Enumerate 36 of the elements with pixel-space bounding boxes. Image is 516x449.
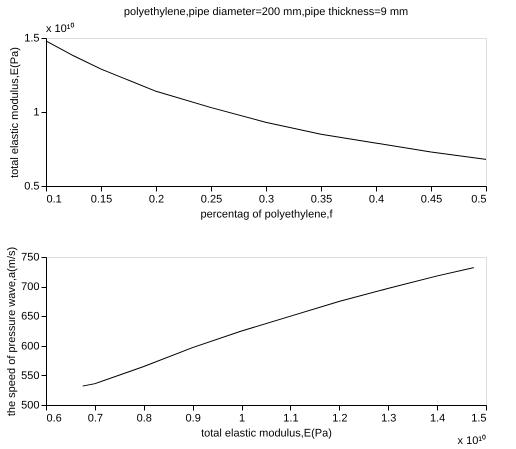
y-axis-title: the speed of pressure wave,a(m/s) xyxy=(6,246,18,416)
chart-title: polyethylene,pipe diameter=200 mm,pipe thickness=9 mm xyxy=(124,6,408,18)
x-tick-label: 0.2 xyxy=(148,194,164,206)
line-series xyxy=(82,267,474,387)
y-tick-label: 650 xyxy=(21,310,40,323)
x-tick-label: 0.7 xyxy=(88,412,104,424)
x-tick-label: 1 xyxy=(238,412,246,424)
y-tick-label: 500 xyxy=(21,400,40,412)
x-tick-label: 1.1 xyxy=(283,412,299,424)
y-tick-label: 550 xyxy=(21,370,40,382)
text: x 10¹⁰ xyxy=(46,22,74,35)
x-tick-label: 0.35 xyxy=(310,194,332,206)
x-tick-label: 0.6 xyxy=(46,412,62,424)
x-tick-label: 0.3 xyxy=(258,194,274,206)
x-tick-label: 0.25 xyxy=(200,194,222,206)
x-tick-label: 0.1 xyxy=(46,194,62,206)
x-tick-label: 1.5 xyxy=(471,412,486,424)
text: x 10¹⁰ xyxy=(458,434,486,447)
x-tick-label: 1.2 xyxy=(332,412,348,424)
y-tick-label: 1.5 xyxy=(24,32,40,44)
x-axis-title: percentag of polyethylene,f xyxy=(200,208,334,220)
x-tick-label: 1.3 xyxy=(381,412,396,424)
x-tick-label: 0.9 xyxy=(186,412,201,424)
y-tick-label: 600 xyxy=(21,340,40,352)
y-tick-label: 1 xyxy=(33,106,40,118)
x-tick-label: 0.4 xyxy=(368,194,384,206)
x-tick-label: 1.4 xyxy=(430,412,446,424)
x-tick-label: 0.5 xyxy=(471,194,486,206)
x-tick-label: 0.45 xyxy=(420,194,442,206)
x-axis-title: total elastic modulus,E(Pa) xyxy=(201,428,332,440)
x-tick-label: 0.8 xyxy=(136,412,152,424)
x-tick-label: 0.15 xyxy=(90,194,112,206)
y-tick-label: 700 xyxy=(21,281,40,294)
y-tick-label: 750 xyxy=(21,252,40,264)
y-tick-label: 0.5 xyxy=(24,180,40,192)
y-axis-title: total elastic modulus,E(Pa) xyxy=(9,47,22,178)
